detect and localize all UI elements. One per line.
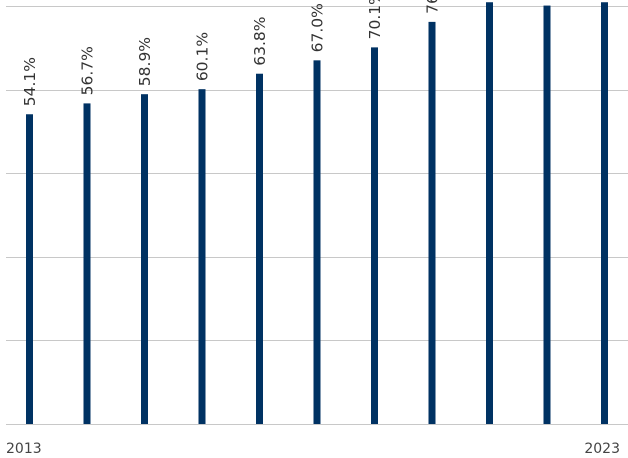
- data-label-2018: 67.0%: [309, 3, 327, 52]
- bar-2018: [313, 60, 321, 425]
- data-label-2014: 56.7%: [79, 46, 97, 95]
- data-label-2016: 60.1%: [194, 32, 212, 81]
- bar-2021: [486, 2, 493, 425]
- data-label-2013: 54.1%: [21, 57, 39, 106]
- data-label-2017: 63.8%: [251, 16, 269, 65]
- data-label-2019: 70.1%: [366, 0, 384, 39]
- bars: [26, 2, 608, 425]
- bar-2016: [198, 89, 206, 425]
- x-tick-label-first: 2013: [6, 441, 42, 457]
- bar-2022: [543, 5, 551, 425]
- bar-2015: [141, 94, 148, 424]
- bar-2023: [601, 2, 608, 425]
- bar-2020: [428, 21, 436, 424]
- x-tick-label-last: 2023: [584, 441, 620, 457]
- data-label-2020: 76.2%: [424, 0, 442, 14]
- bar-2017: [256, 73, 263, 424]
- data-label-2015: 58.9%: [136, 37, 154, 86]
- bar-2013: [26, 114, 33, 424]
- bar-2019: [371, 47, 378, 424]
- x-axis: 2013 2023: [6, 441, 620, 457]
- data-labels: 54.1% 56.7% 58.9% 60.1% 63.8% 67.0% 70.1% 76.2%…: [21, 0, 442, 106]
- bar-2014: [83, 103, 91, 424]
